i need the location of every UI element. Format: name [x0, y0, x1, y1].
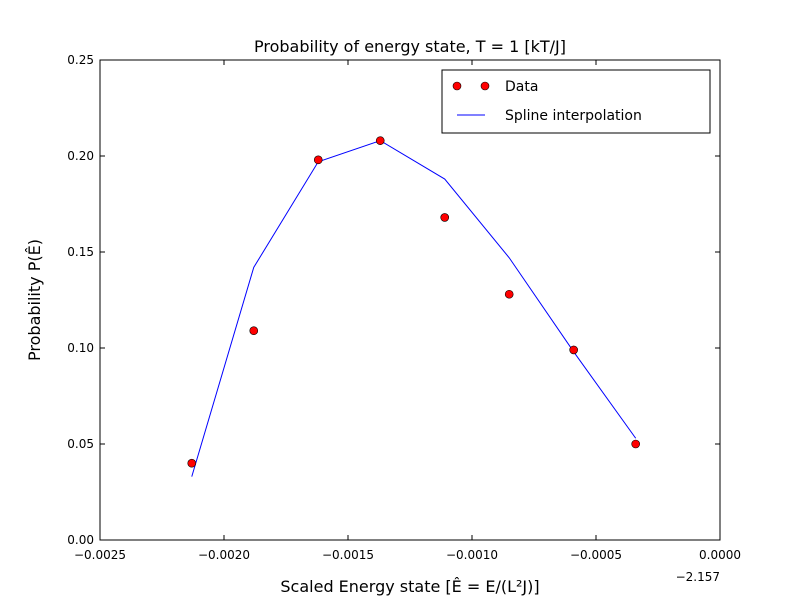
legend-marker-data-right — [480, 81, 490, 91]
x-tick-label: 0.0000 — [699, 548, 741, 562]
x-tick-label: −0.0025 — [74, 548, 126, 562]
data-point — [313, 155, 323, 165]
x-tick-label: −0.0010 — [446, 548, 498, 562]
ticks-layer: −0.0025 −0.0020 −0.0015 −0.0010 −0.0005 0.000… — [67, 53, 741, 562]
data-point — [375, 136, 385, 145]
data-point — [504, 289, 514, 299]
legend-box — [441, 69, 711, 134]
y-tick-label: 0.00 — [67, 533, 94, 547]
legend-label-spline: Spline interpolation — [505, 108, 642, 124]
data-point — [631, 439, 640, 449]
plot-frame — [99, 59, 721, 541]
legend-marker-data-left — [452, 81, 462, 91]
y-tick-label: 0.25 — [67, 53, 94, 67]
x-tick-label: −0.0005 — [570, 548, 622, 562]
legend: Data Spline interpolation — [441, 69, 711, 134]
plot-area — [100, 60, 720, 540]
y-tick-label: 0.05 — [67, 437, 94, 451]
data-point — [569, 345, 578, 355]
y-tick-label: 0.10 — [67, 341, 94, 355]
y-tick-label: 0.20 — [67, 149, 94, 163]
y-tick-label: 0.15 — [67, 245, 94, 259]
data-point — [187, 458, 197, 468]
data-point — [440, 213, 450, 222]
series-layer — [187, 136, 640, 477]
x-offset-label: −2.157 — [676, 570, 720, 584]
x-tick-label: −0.0015 — [322, 548, 374, 562]
legend-label-data: Data — [505, 79, 538, 95]
y-axis-label: Probability P(Ê) — [25, 239, 44, 361]
series-line-spline — [191, 140, 637, 477]
x-axis-label: Scaled Energy state [Ê = E/(L²J)] — [280, 577, 539, 596]
data-point — [249, 326, 259, 336]
chart-title: Probability of energy state, T = 1 [kT/J… — [254, 37, 566, 56]
x-tick-label: −0.0020 — [198, 548, 250, 562]
